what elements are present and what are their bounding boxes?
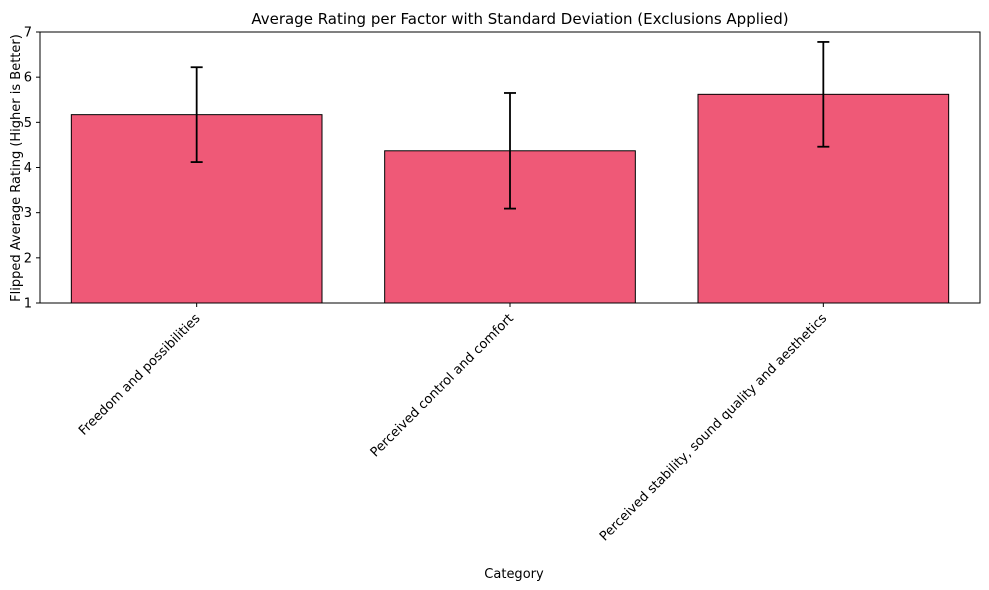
y-tick-label: 3 xyxy=(24,206,32,221)
y-tick-label: 4 xyxy=(24,161,32,176)
x-tick-label: Perceived stability, sound quality and a… xyxy=(597,311,830,544)
y-tick-label: 5 xyxy=(24,116,32,131)
y-tick-label: 6 xyxy=(24,71,32,86)
y-tick-label: 2 xyxy=(24,251,32,266)
y-axis-label: Flipped Average Rating (Higher is Better… xyxy=(9,34,24,302)
axes-frame xyxy=(39,31,981,304)
chart-title: Average Rating per Factor with Standard … xyxy=(251,10,788,28)
y-tick-label: 1 xyxy=(24,297,32,312)
y-tick-label: 7 xyxy=(24,26,32,41)
x-tick-label: Perceived control and comfort xyxy=(368,311,517,460)
x-tick-label: Freedom and possibilities xyxy=(76,311,204,439)
x-axis-label: Category xyxy=(484,567,544,582)
plot-area: Freedom and possibilities Perceived contr… xyxy=(24,26,981,544)
